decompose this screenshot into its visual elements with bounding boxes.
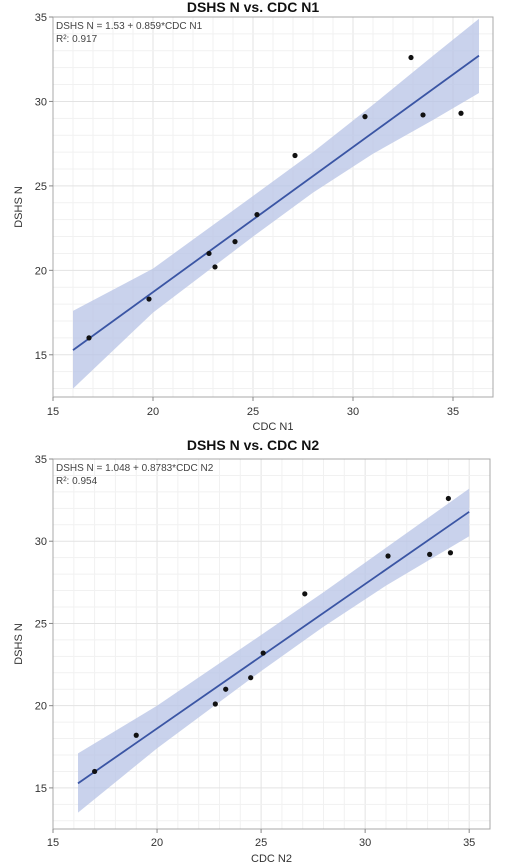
- y-tick-label: 15: [35, 350, 47, 362]
- data-point: [302, 591, 308, 597]
- y-axis-label: DSHS N: [13, 623, 25, 665]
- x-tick-label: 35: [463, 837, 475, 849]
- gridlines: [52, 16, 494, 397]
- y-tick-label: 25: [35, 618, 47, 630]
- data-point: [212, 264, 218, 270]
- x-tick-label: 15: [47, 837, 59, 849]
- y-tick-label: 30: [35, 536, 47, 548]
- chart-title: DSHS N vs. CDC N1: [187, 0, 319, 15]
- data-point: [458, 110, 464, 116]
- regression-line: [72, 54, 480, 351]
- x-axis-label: CDC N1: [253, 421, 294, 433]
- plot-frame: [52, 16, 494, 398]
- chart-title: DSHS N vs. CDC N2: [187, 437, 319, 453]
- data-points: [86, 54, 464, 341]
- confidence-band: [78, 488, 470, 813]
- data-point: [86, 335, 92, 341]
- data-point: [248, 675, 254, 681]
- y-tick-label: 25: [35, 181, 47, 193]
- chart-dshs-vs-cdc-n1: DSHS N vs. CDC N1 15 20 25 30 35 15 20 25 30 35 CDC…: [13, 0, 494, 433]
- data-point: [92, 768, 98, 775]
- data-point: [232, 239, 238, 245]
- data-point: [408, 54, 414, 61]
- data-point: [260, 650, 266, 656]
- data-point: [133, 732, 139, 738]
- r-squared-label: R²: 0.917: [56, 34, 98, 45]
- y-tick-label: 20: [35, 701, 47, 713]
- data-point: [146, 296, 152, 302]
- y-tick-label: 35: [35, 12, 47, 24]
- x-tick-label: 35: [447, 406, 459, 418]
- regression-equation: DSHS N = 1.048 + 0.8783*CDC N2: [56, 463, 214, 474]
- data-point: [385, 553, 391, 559]
- data-point: [254, 212, 260, 218]
- data-point: [223, 686, 229, 692]
- data-point: [292, 152, 298, 159]
- data-point: [206, 250, 212, 257]
- x-tick-label: 30: [359, 837, 371, 849]
- data-point: [447, 550, 454, 556]
- x-tick-label: 30: [347, 406, 359, 418]
- r-squared-label: R²: 0.954: [56, 476, 98, 487]
- y-tick-label: 35: [35, 454, 47, 466]
- x-tick-label: 20: [151, 837, 163, 849]
- x-tick-label: 20: [147, 406, 159, 418]
- data-point: [420, 112, 426, 118]
- regression-line: [77, 511, 470, 785]
- y-tick-label: 30: [35, 96, 47, 108]
- x-tick-label: 25: [247, 406, 259, 418]
- data-points: [92, 495, 454, 775]
- data-point: [427, 551, 433, 557]
- plot-frame: [52, 458, 491, 830]
- y-axis-label: DSHS N: [13, 186, 25, 228]
- x-tick-label: 15: [47, 406, 59, 418]
- y-tick-label: 20: [35, 265, 47, 277]
- chart-dshs-vs-cdc-n2: DSHS N vs. CDC N2 15 20 25 30 35 15 20 25 30 35 CDC…: [13, 437, 491, 865]
- data-point: [212, 701, 218, 707]
- data-point: [445, 495, 451, 502]
- y-tick-label: 15: [35, 783, 47, 795]
- data-point: [362, 114, 368, 120]
- x-axis-label: CDC N2: [251, 853, 292, 865]
- x-tick-label: 25: [255, 837, 267, 849]
- regression-equation: DSHS N = 1.53 + 0.859*CDC N1: [56, 21, 203, 32]
